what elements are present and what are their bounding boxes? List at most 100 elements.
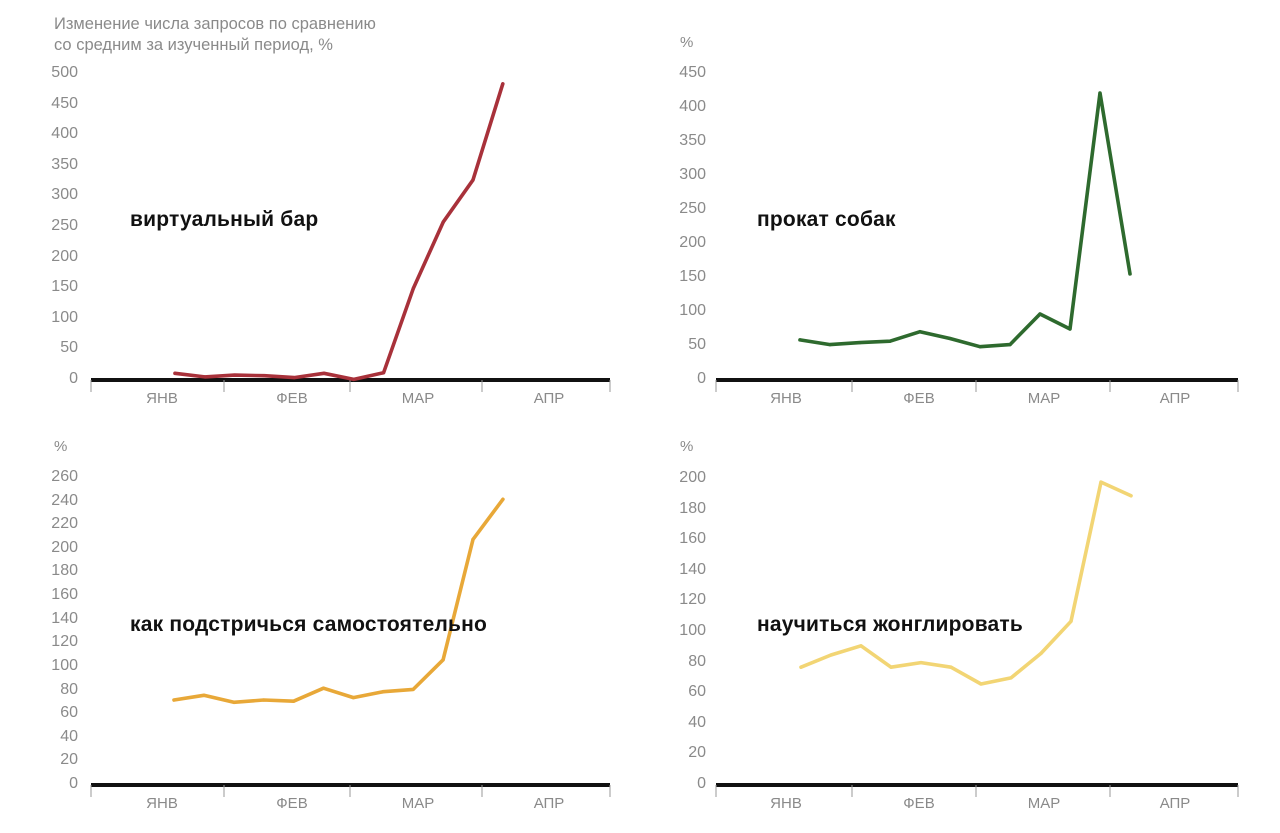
chart-4-data-point — [799, 665, 803, 669]
chart-1-xtick-label: АПР — [533, 390, 565, 407]
chart-4-ytick-label: 40 — [688, 713, 706, 731]
chart-1-ytick-label: 400 — [51, 125, 78, 143]
chart-4-data-point — [889, 665, 893, 669]
chart-2-ytick-label: 200 — [679, 234, 706, 251]
chart-1-data-point — [322, 371, 326, 375]
chart-2-ytick-label: 150 — [679, 268, 706, 285]
chart-3-xtick-label: АПР — [533, 795, 565, 812]
chart-4-xtick-label: ЯНВ — [770, 795, 802, 812]
chart-1-data-point — [262, 374, 266, 378]
chart-2-data-point — [888, 339, 892, 343]
chart-4-ytick-label: 0 — [697, 775, 706, 792]
chart-3-data-point — [292, 699, 296, 703]
chart-2-data-point — [1038, 312, 1042, 316]
chart-3-ytick-label: 140 — [51, 609, 78, 627]
chart-3-data-point — [172, 698, 176, 702]
chart-3-unit-label: % — [54, 438, 68, 455]
chart-3-ytick-label: 200 — [51, 538, 78, 556]
chart-2-data-point — [1068, 327, 1072, 331]
chart-2-ytick-label: 400 — [679, 98, 706, 115]
chart-2-data-point — [1098, 91, 1102, 95]
chart-3-data-point — [351, 696, 355, 700]
chart-1-ytick-label: 200 — [51, 247, 78, 265]
chart-4-ytick-label: 160 — [679, 530, 706, 548]
chart-3-data-point — [471, 537, 475, 542]
chart-1-title-line: со средним за изученный период, % — [54, 36, 333, 54]
chart-4-ytick-label: 80 — [688, 652, 706, 670]
chart-3-ytick-label: 60 — [60, 704, 78, 722]
chart-4-data-point — [979, 682, 983, 686]
chart-3-data-point — [321, 686, 326, 690]
chart-4-data-point — [1129, 494, 1133, 498]
chart-1-data-point — [471, 178, 475, 182]
chart-4-series-line — [799, 480, 1133, 686]
chart-2-ytick-label: 0 — [697, 370, 706, 387]
chart-1-data-point — [501, 82, 505, 86]
chart-3-ytick-label: 180 — [51, 562, 78, 580]
chart-1-data-point — [292, 376, 296, 380]
chart-1-ytick-label: 300 — [51, 186, 78, 204]
chart-2-data-point — [948, 336, 952, 341]
chart-3-ytick-label: 40 — [60, 727, 78, 745]
chart-4-xtick-label: МАР — [1027, 795, 1061, 812]
chart-3-series-line — [172, 497, 505, 705]
chart-4-xtick-label: ФЕВ — [903, 795, 935, 812]
chart-2-ytick-label: 450 — [679, 64, 706, 81]
chart-4-data-point — [919, 661, 923, 665]
chart-4-data-point — [1069, 619, 1073, 623]
chart-3-data-point — [381, 690, 385, 694]
chart-1-ytick-label: 150 — [51, 278, 78, 296]
chart-1-series-label: виртуальный бар — [130, 208, 319, 231]
chart-1-ytick-label: 450 — [51, 94, 78, 112]
chart-4-ytick-label: 180 — [679, 499, 706, 517]
chart-2-xtick-label: МАР — [1027, 390, 1061, 407]
chart-1-data-point — [411, 286, 415, 290]
chart-1-ytick-label: 100 — [51, 308, 78, 326]
chart-2-ytick-label: 300 — [679, 166, 706, 183]
chart-4-ytick-label: 120 — [679, 591, 706, 609]
chart-2-xtick-label: ЯНВ — [770, 390, 802, 407]
chart-2-ytick-label: 100 — [679, 302, 706, 319]
chart-3-ytick-label: 20 — [60, 751, 78, 769]
chart-2-xtick-label: АПР — [1159, 390, 1191, 407]
chart-2-data-point — [978, 345, 982, 349]
chart-3-ytick-label: 240 — [51, 491, 78, 509]
chart-3-data-point — [441, 658, 445, 662]
chart-1-ytick-label: 250 — [51, 217, 78, 234]
chart-3-ytick-label: 120 — [51, 633, 78, 651]
chart-4-xtick-label: АПР — [1159, 795, 1191, 812]
chart-4-ytick-label: 200 — [679, 469, 706, 486]
chart-2-data-point — [828, 343, 832, 347]
chart-3-series-label: как подстричься самостоятельно — [130, 613, 488, 636]
chart-1-data-point — [173, 371, 177, 375]
chart-4-data-point — [829, 653, 833, 657]
chart-4-ytick-label: 100 — [679, 622, 706, 639]
chart-3-ytick-label: 160 — [51, 586, 78, 604]
chart-3-ytick-label: 100 — [51, 656, 78, 674]
chart-2-ytick-label: 50 — [688, 336, 706, 353]
chart-4-unit-label: % — [680, 438, 694, 455]
chart-3-xtick-label: МАР — [401, 795, 435, 812]
chart-3-data-point — [411, 687, 415, 692]
chart-3-ytick-label: 220 — [51, 515, 78, 533]
chart-1-ytick-label: 50 — [60, 339, 78, 357]
chart-1-title-line: Изменение числа запросов по сравнению — [54, 15, 376, 33]
chart-2-data-point — [1008, 343, 1012, 347]
chart-4-ytick-label: 60 — [688, 683, 706, 701]
chart-2-series-line — [798, 91, 1132, 349]
chart-3-data-point — [202, 693, 206, 697]
chart-1-xtick-label: МАР — [401, 390, 435, 407]
chart-1-xtick-label: ЯНВ — [146, 390, 178, 407]
chart-4-data-point — [859, 644, 863, 648]
chart-2-series-label: прокат собак — [757, 208, 896, 231]
chart-4-series-label: научиться жонглировать — [757, 613, 1024, 636]
chart-1-xtick-label: ФЕВ — [276, 390, 308, 407]
chart-1-series-line — [173, 82, 505, 382]
chart-1-ytick-label: 0 — [69, 370, 78, 387]
chart-1-data-point — [203, 375, 207, 379]
chart-1-title: Изменение числа запросов по сравнению со … — [54, 14, 474, 56]
chart-4-ytick-label: 20 — [688, 744, 706, 762]
chart-3-data-point — [501, 497, 505, 501]
